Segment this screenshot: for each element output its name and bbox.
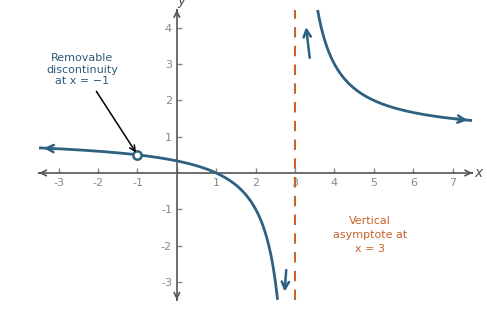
- Text: Removable
discontinuity
at x = −1: Removable discontinuity at x = −1: [46, 53, 135, 151]
- Text: y: y: [177, 0, 186, 8]
- Text: Vertical
asymptote at
x = 3: Vertical asymptote at x = 3: [333, 215, 407, 254]
- Text: x: x: [474, 166, 483, 180]
